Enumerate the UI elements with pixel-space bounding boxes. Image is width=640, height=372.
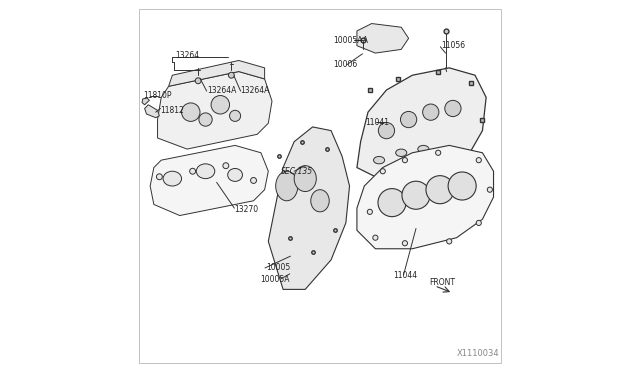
Circle shape <box>447 239 452 244</box>
Text: 10005AA: 10005AA <box>333 36 369 45</box>
Circle shape <box>378 189 406 217</box>
Text: 11056: 11056 <box>441 41 465 50</box>
Polygon shape <box>145 105 159 118</box>
Text: 11044: 11044 <box>393 271 417 280</box>
Ellipse shape <box>396 149 407 157</box>
Circle shape <box>448 172 476 200</box>
Circle shape <box>372 235 378 240</box>
Circle shape <box>182 103 200 121</box>
Circle shape <box>436 150 441 155</box>
Circle shape <box>251 177 257 183</box>
Circle shape <box>403 241 408 246</box>
Circle shape <box>476 220 481 225</box>
Circle shape <box>422 104 439 120</box>
Text: X1110034: X1110034 <box>456 350 499 359</box>
Polygon shape <box>357 68 486 186</box>
Polygon shape <box>357 145 493 249</box>
Polygon shape <box>268 127 349 289</box>
Ellipse shape <box>311 190 329 212</box>
Ellipse shape <box>276 171 298 201</box>
Text: 11812: 11812 <box>161 106 184 115</box>
Circle shape <box>487 187 492 192</box>
Circle shape <box>402 181 430 209</box>
Polygon shape <box>150 145 268 215</box>
Text: FRONT: FRONT <box>429 278 455 287</box>
Circle shape <box>199 113 212 126</box>
Circle shape <box>367 209 372 214</box>
Circle shape <box>228 72 234 78</box>
Ellipse shape <box>163 171 182 186</box>
Circle shape <box>378 122 395 139</box>
Circle shape <box>230 110 241 121</box>
Text: 13264A: 13264A <box>241 86 270 94</box>
Text: 13270: 13270 <box>234 205 259 214</box>
Circle shape <box>195 78 201 84</box>
Text: 13264: 13264 <box>175 51 200 61</box>
Circle shape <box>445 100 461 116</box>
Circle shape <box>223 163 229 169</box>
Ellipse shape <box>196 164 215 179</box>
Polygon shape <box>357 23 408 53</box>
Text: 11041: 11041 <box>365 118 389 127</box>
Text: 10005: 10005 <box>266 263 290 272</box>
Ellipse shape <box>374 157 385 164</box>
Circle shape <box>156 174 163 180</box>
Ellipse shape <box>228 169 243 182</box>
Circle shape <box>211 96 230 114</box>
Text: 13264A: 13264A <box>207 86 237 94</box>
Circle shape <box>380 169 385 174</box>
Circle shape <box>426 176 454 204</box>
Text: 11810P: 11810P <box>143 91 172 100</box>
Text: 10006: 10006 <box>333 60 357 70</box>
Polygon shape <box>157 71 272 149</box>
Ellipse shape <box>294 166 316 192</box>
Circle shape <box>189 168 196 174</box>
Ellipse shape <box>418 145 429 153</box>
Text: 10005A: 10005A <box>260 275 290 283</box>
Circle shape <box>401 112 417 128</box>
Polygon shape <box>142 98 149 105</box>
Circle shape <box>403 158 408 163</box>
Polygon shape <box>168 61 264 86</box>
Circle shape <box>476 158 481 163</box>
Text: SEC.135: SEC.135 <box>280 167 312 176</box>
